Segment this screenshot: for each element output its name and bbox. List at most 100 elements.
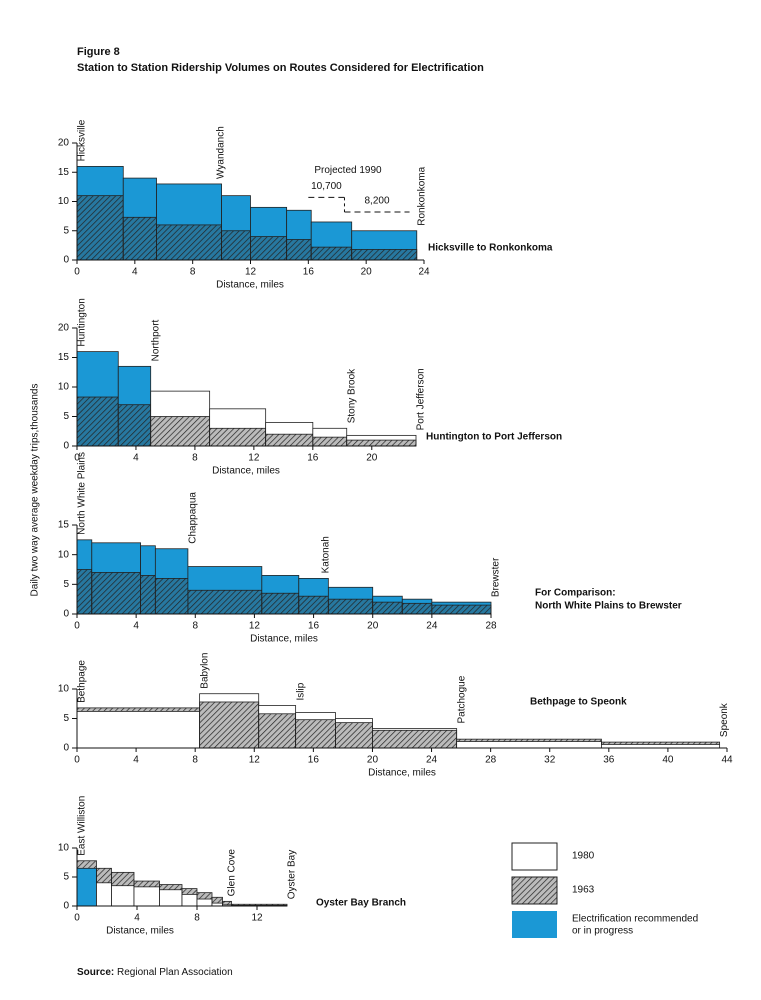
station-label: Brewster [491,557,502,597]
station-label: Ronkonkoma [416,166,427,225]
bar-1963 [76,396,119,447]
x-tick-label: 12 [245,267,257,278]
y-tick-label: 0 [63,441,69,452]
y-tick-label: 0 [63,743,69,754]
x-tick-label: 0 [74,913,80,924]
bar-1963 [117,404,152,447]
bar-1963 [327,598,374,615]
y-tick-label: 20 [58,323,70,334]
y-tick-label: 10 [58,843,70,854]
x-tick-label: 4 [133,755,139,766]
x-tick-label: 20 [366,453,378,464]
route-label: Hicksville to Ronkonkoma [428,243,553,254]
figure-title: Station to Station Ridership Volumes on … [77,62,484,74]
bar-1963 [401,602,433,615]
bar-1963 [76,569,93,615]
bar-1980 [96,882,112,907]
y-axis-label: Daily two way average weekday trips,thou… [30,384,41,597]
station-label: Speonk [719,702,730,737]
bar-1963 [346,439,417,447]
station-label: Wyandanch [215,126,226,179]
station-label: Hicksville [77,119,88,161]
station-label: Stony Brook [346,368,357,423]
bar-1963 [312,436,348,447]
y-tick-label: 0 [63,609,69,620]
route-label: Oyster Bay Branch [316,898,406,909]
bar-1963 [298,595,329,615]
bar-1963 [221,230,251,261]
bar-1963 [150,416,211,447]
bar-1963 [372,729,458,749]
station-label: Chappaqua [188,492,199,544]
x-tick-label: 28 [485,621,497,632]
station-label: Port Jefferson [416,368,427,430]
bar-1963 [199,701,260,749]
source-label: Source: [77,967,114,978]
y-tick-label: 0 [63,901,69,912]
x-tick-label: 0 [74,621,80,632]
x-axis-label: Distance, miles [106,926,174,937]
x-tick-label: 0 [74,453,80,464]
x-tick-label: 24 [426,755,438,766]
bar-1980 [133,886,160,907]
x-tick-label: 12 [249,621,261,632]
x-tick-label: 8 [194,913,200,924]
station-label: North White Plains [77,452,88,535]
bar-1980 [196,898,213,907]
y-tick-label: 10 [58,382,70,393]
x-tick-label: 40 [662,755,674,766]
x-tick-label: 12 [251,913,263,924]
bar-1963 [431,604,492,615]
x-tick-label: 16 [308,621,320,632]
route-label: North White Plains to Brewster [535,601,682,612]
x-tick-label: 12 [248,453,260,464]
station-label: Glen Cove [227,849,238,897]
x-tick-label: 4 [133,453,139,464]
bar-1980 [601,744,721,749]
x-tick-label: 28 [485,755,497,766]
legend-label: 1980 [572,851,595,862]
y-tick-label: 15 [58,352,70,363]
y-tick-label: 10 [58,684,70,695]
bar-1963 [310,246,353,261]
station-label: Islip [295,682,306,700]
source-text: Regional Plan Association [117,967,233,978]
x-tick-label: 16 [303,267,315,278]
x-tick-label: 16 [307,453,319,464]
y-tick-label: 5 [63,225,69,236]
x-tick-label: 4 [133,621,139,632]
x-tick-label: 8 [193,621,199,632]
y-tick-label: 5 [63,579,69,590]
x-tick-label: 44 [721,755,733,766]
x-tick-label: 20 [361,267,373,278]
bar-1980 [111,885,135,907]
station-label: Patchogue [456,675,467,723]
bar-1963 [91,572,141,615]
y-tick-label: 10 [58,196,70,207]
bar-1963 [250,236,288,261]
x-tick-label: 8 [192,755,198,766]
y-tick-label: 10 [58,549,70,560]
x-tick-label: 0 [74,267,80,278]
y-tick-label: 5 [63,713,69,724]
route-label: Huntington to Port Jefferson [426,432,562,443]
bar-1963 [265,433,314,447]
station-label: Katonah [321,536,332,573]
legend-swatch [511,842,558,871]
x-tick-label: 16 [308,755,320,766]
bar-1963 [209,427,267,447]
bar-1963 [351,249,418,261]
station-label: Babylon [199,653,210,689]
route-label: For Comparison: [535,588,616,599]
station-label: Huntington [77,298,88,346]
x-tick-label: 4 [134,913,140,924]
bar-1963 [187,589,263,615]
bar-1963 [122,216,157,261]
legend-label: or in progress [572,926,633,937]
bar-1980 [76,711,201,749]
x-tick-label: 12 [249,755,261,766]
bar-1980 [456,741,602,749]
source: Source: Regional Plan Association [77,967,233,978]
x-tick-label: 36 [603,755,615,766]
